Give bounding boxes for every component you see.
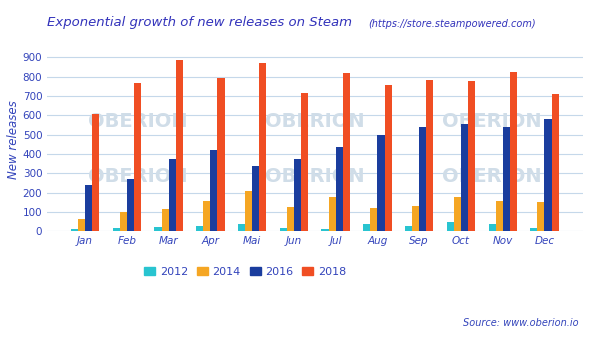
Bar [503, 127, 510, 232]
Bar [196, 226, 204, 232]
Bar [427, 80, 434, 232]
Bar [371, 208, 378, 232]
Bar [162, 209, 169, 232]
Bar [245, 191, 252, 232]
Bar [238, 224, 245, 232]
Bar [343, 73, 350, 232]
Text: OBERION: OBERION [88, 112, 188, 130]
Bar [301, 93, 308, 232]
Text: Source: www.oberion.io: Source: www.oberion.io [463, 318, 578, 328]
Bar [71, 228, 78, 232]
Text: OBERION: OBERION [265, 167, 365, 186]
Bar [510, 72, 517, 232]
Y-axis label: New releases: New releases [7, 100, 20, 179]
Bar [120, 212, 127, 232]
Text: OBERION: OBERION [442, 112, 542, 130]
Legend: 2012, 2014, 2016, 2018: 2012, 2014, 2016, 2018 [140, 262, 350, 281]
Bar [218, 77, 225, 232]
Bar [134, 83, 141, 232]
Bar [537, 202, 545, 232]
Bar [552, 94, 559, 232]
Bar [530, 227, 537, 232]
Bar [252, 166, 259, 232]
Bar [169, 159, 176, 232]
Text: OBERION: OBERION [88, 167, 188, 186]
Bar [78, 219, 85, 232]
Bar [378, 135, 385, 232]
Bar [336, 147, 343, 232]
Text: Exponential growth of new releases on Steam: Exponential growth of new releases on St… [47, 16, 352, 29]
Text: OBERION: OBERION [265, 112, 365, 130]
Bar [545, 119, 552, 232]
Bar [127, 179, 134, 232]
Bar [489, 224, 496, 232]
Text: OBERION: OBERION [442, 167, 542, 186]
Bar [496, 201, 503, 232]
Bar [329, 197, 336, 232]
Bar [405, 226, 412, 232]
Bar [412, 206, 419, 232]
Bar [419, 127, 427, 232]
Bar [259, 63, 266, 232]
Bar [363, 224, 371, 232]
Bar [322, 228, 329, 232]
Bar [385, 85, 392, 232]
Bar [454, 197, 461, 232]
Bar [287, 207, 294, 232]
Bar [211, 150, 218, 232]
Text: (https://store.steampowered.com): (https://store.steampowered.com) [368, 19, 536, 29]
Bar [113, 227, 120, 232]
Bar [204, 200, 211, 232]
Bar [468, 81, 475, 232]
Bar [447, 222, 454, 232]
Bar [294, 159, 301, 232]
Bar [85, 185, 92, 232]
Bar [176, 60, 183, 232]
Bar [280, 227, 287, 232]
Bar [155, 227, 162, 232]
Bar [461, 124, 468, 232]
Bar [92, 114, 99, 232]
